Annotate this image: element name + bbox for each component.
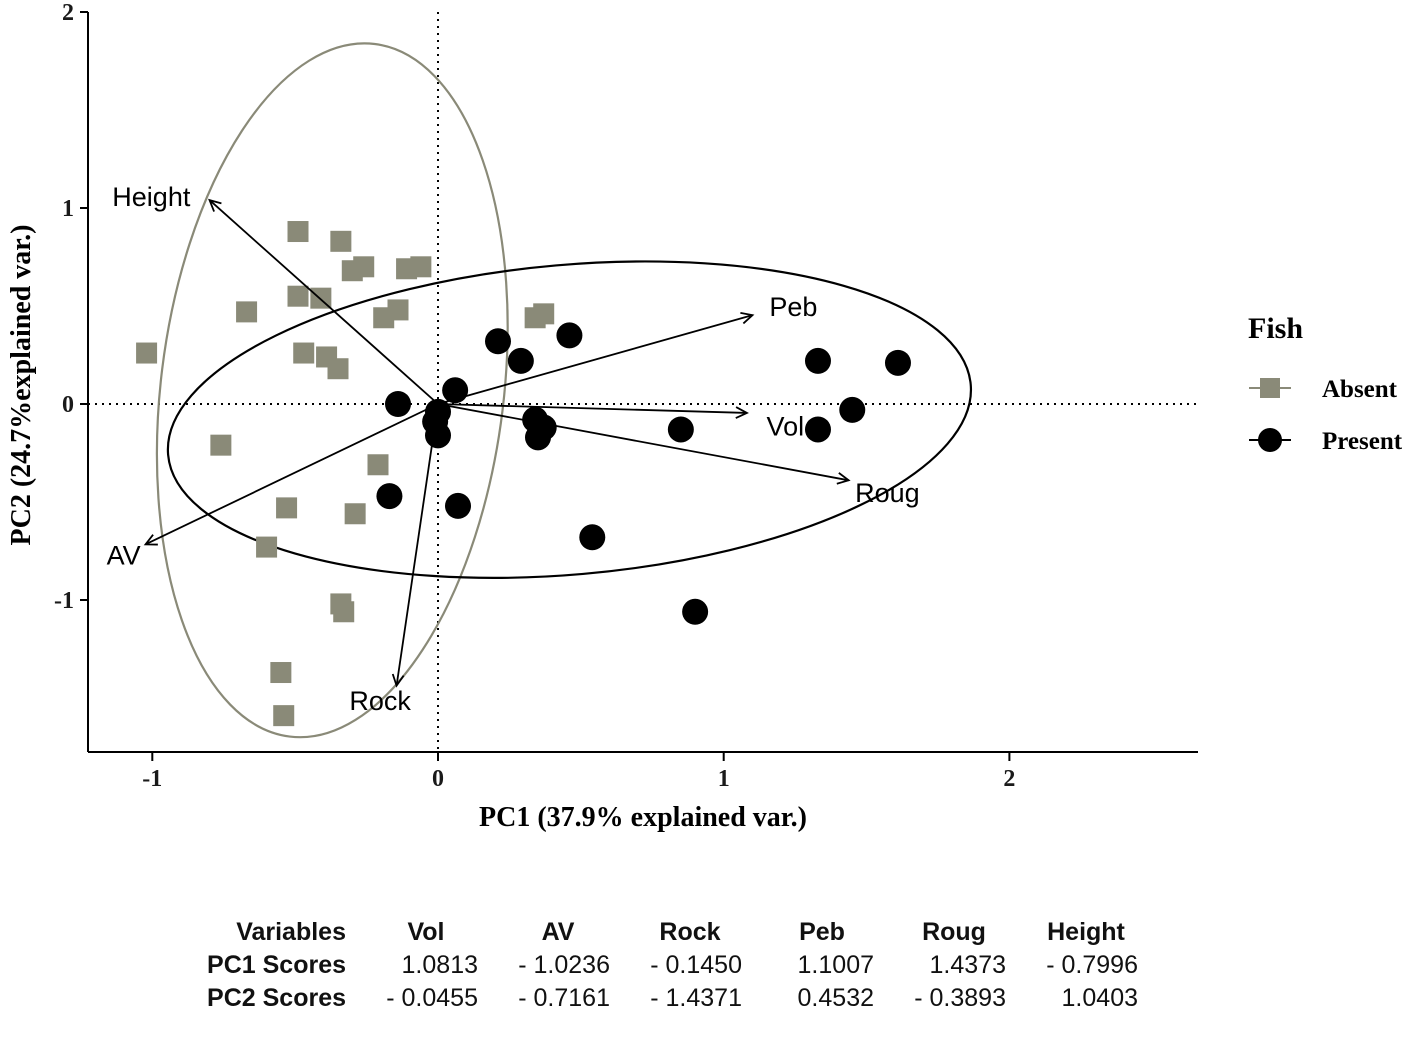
data-point-present bbox=[804, 416, 831, 443]
loading-arrow-peb bbox=[437, 311, 755, 405]
scores-col-header: Height bbox=[1047, 918, 1125, 946]
scores-col-header: Rock bbox=[659, 918, 721, 946]
scores-table-wrap: Variables Vol AV Rock Peb Roug Height PC1 Score… bbox=[182, 916, 1152, 1015]
y-axis-title: PC2 (24.7%explained var.) bbox=[6, 225, 37, 546]
loading-arrow-rock bbox=[391, 403, 439, 688]
data-point-present bbox=[667, 416, 694, 443]
loading-arrow-height bbox=[208, 198, 439, 405]
data-point-present bbox=[579, 524, 606, 551]
legend-label-absent: Absent bbox=[1322, 376, 1398, 403]
pca-biplot-svg: Vol AV Rock Peb Roug Height -1 0 1 2 -1 0 1 2 PC1 (37.… bbox=[6, 0, 1403, 833]
scores-col-header: AV bbox=[541, 918, 575, 946]
loading-arrow-roug bbox=[437, 403, 851, 485]
loading-arrow-vol bbox=[437, 403, 749, 419]
scores-value: - 0.1450 bbox=[650, 951, 742, 979]
legend-marker-present bbox=[1258, 428, 1282, 452]
data-point-absent bbox=[330, 230, 352, 252]
scores-header-row: Variables Vol AV Rock Peb Roug Height bbox=[182, 916, 1152, 949]
scores-row: PC2 Scores - 0.0455 - 0.7161 - 1.4371 0.4532… bbox=[182, 982, 1152, 1015]
data-point-absent bbox=[387, 299, 409, 321]
data-point-present bbox=[804, 347, 831, 374]
data-point-absent bbox=[270, 662, 292, 684]
loading-label-roug: Roug bbox=[855, 478, 920, 508]
data-point-absent bbox=[367, 454, 389, 476]
x-axis-title: PC1 (37.9% explained var.) bbox=[479, 802, 807, 833]
present-points bbox=[376, 322, 911, 625]
y-tick-label: 2 bbox=[62, 0, 74, 26]
data-point-present bbox=[425, 422, 451, 449]
scores-value: 0.4532 bbox=[797, 984, 874, 1012]
scores-row-label: PC1 Scores bbox=[207, 951, 346, 979]
data-point-absent bbox=[410, 256, 432, 278]
scores-value: 1.0403 bbox=[1061, 984, 1138, 1012]
scores-value: - 0.3893 bbox=[914, 984, 1006, 1012]
absent-ellipse bbox=[155, 42, 509, 739]
data-point-absent bbox=[353, 256, 375, 278]
scores-table: Variables Vol AV Rock Peb Roug Height PC1 Score… bbox=[182, 916, 1152, 1015]
x-tick-label: 0 bbox=[432, 766, 444, 792]
data-point-absent bbox=[273, 705, 295, 727]
scores-value: - 0.0455 bbox=[386, 984, 478, 1012]
figure: Vol AV Rock Peb Roug Height -1 0 1 2 -1 0 1 2 PC1 (37.… bbox=[6, 0, 1403, 1015]
data-point-present bbox=[839, 396, 866, 423]
x-tick-label: 1 bbox=[718, 766, 730, 792]
scores-value: 1.4373 bbox=[929, 951, 1006, 979]
scores-value: - 1.4371 bbox=[650, 984, 742, 1012]
loading-label-rock: Rock bbox=[349, 686, 411, 716]
scores-value: - 0.7996 bbox=[1046, 951, 1138, 979]
scores-row: PC1 Scores 1.0813 - 1.0236 - 0.1450 1.1007 1.… bbox=[182, 949, 1152, 982]
present-ellipse bbox=[166, 260, 973, 579]
data-point-absent bbox=[210, 434, 232, 456]
loading-label-av: AV bbox=[107, 541, 141, 571]
scores-col-header: Variables bbox=[236, 918, 346, 946]
data-point-present bbox=[507, 347, 534, 374]
legend-marker-absent bbox=[1260, 378, 1280, 398]
data-point-absent bbox=[256, 536, 278, 558]
scores-col-header: Roug bbox=[922, 918, 986, 946]
data-point-absent bbox=[533, 303, 555, 325]
data-point-absent bbox=[333, 601, 355, 623]
data-point-present bbox=[682, 598, 709, 625]
legend: Fish Absent Present bbox=[1248, 312, 1403, 455]
loading-label-height: Height bbox=[112, 182, 191, 212]
scores-col-header: Peb bbox=[799, 918, 845, 946]
data-point-absent bbox=[287, 221, 309, 243]
scores-value: 1.1007 bbox=[797, 951, 874, 979]
data-point-absent bbox=[136, 342, 158, 364]
loading-label-vol: Vol bbox=[767, 411, 805, 441]
data-point-present bbox=[556, 322, 583, 349]
y-tick-label: 1 bbox=[62, 196, 74, 222]
x-tick-label: 2 bbox=[1003, 766, 1015, 792]
data-point-present bbox=[444, 492, 471, 519]
data-point-absent bbox=[236, 301, 258, 323]
data-point-absent bbox=[293, 342, 315, 364]
data-point-present bbox=[524, 424, 551, 451]
y-tick-label: -1 bbox=[54, 588, 74, 614]
y-tick-label: 0 bbox=[62, 392, 74, 418]
scores-row-label: PC2 Scores bbox=[207, 984, 346, 1012]
loading-label-peb: Peb bbox=[769, 292, 817, 322]
loading-arrow-av bbox=[143, 403, 439, 546]
scores-value: 1.0813 bbox=[401, 951, 478, 979]
data-point-present bbox=[484, 328, 511, 355]
data-point-absent bbox=[276, 497, 298, 519]
data-point-absent bbox=[327, 358, 349, 380]
x-tick-label: -1 bbox=[142, 766, 162, 792]
legend-label-present: Present bbox=[1322, 428, 1403, 455]
data-point-present bbox=[385, 391, 412, 417]
data-point-present bbox=[884, 349, 911, 376]
scores-value: - 1.0236 bbox=[518, 951, 610, 979]
legend-title: Fish bbox=[1248, 312, 1303, 345]
data-point-absent bbox=[344, 503, 366, 525]
scores-col-header: Vol bbox=[407, 918, 445, 946]
scores-value: - 0.7161 bbox=[518, 984, 610, 1012]
data-point-absent bbox=[287, 285, 309, 307]
data-point-present bbox=[376, 483, 403, 510]
